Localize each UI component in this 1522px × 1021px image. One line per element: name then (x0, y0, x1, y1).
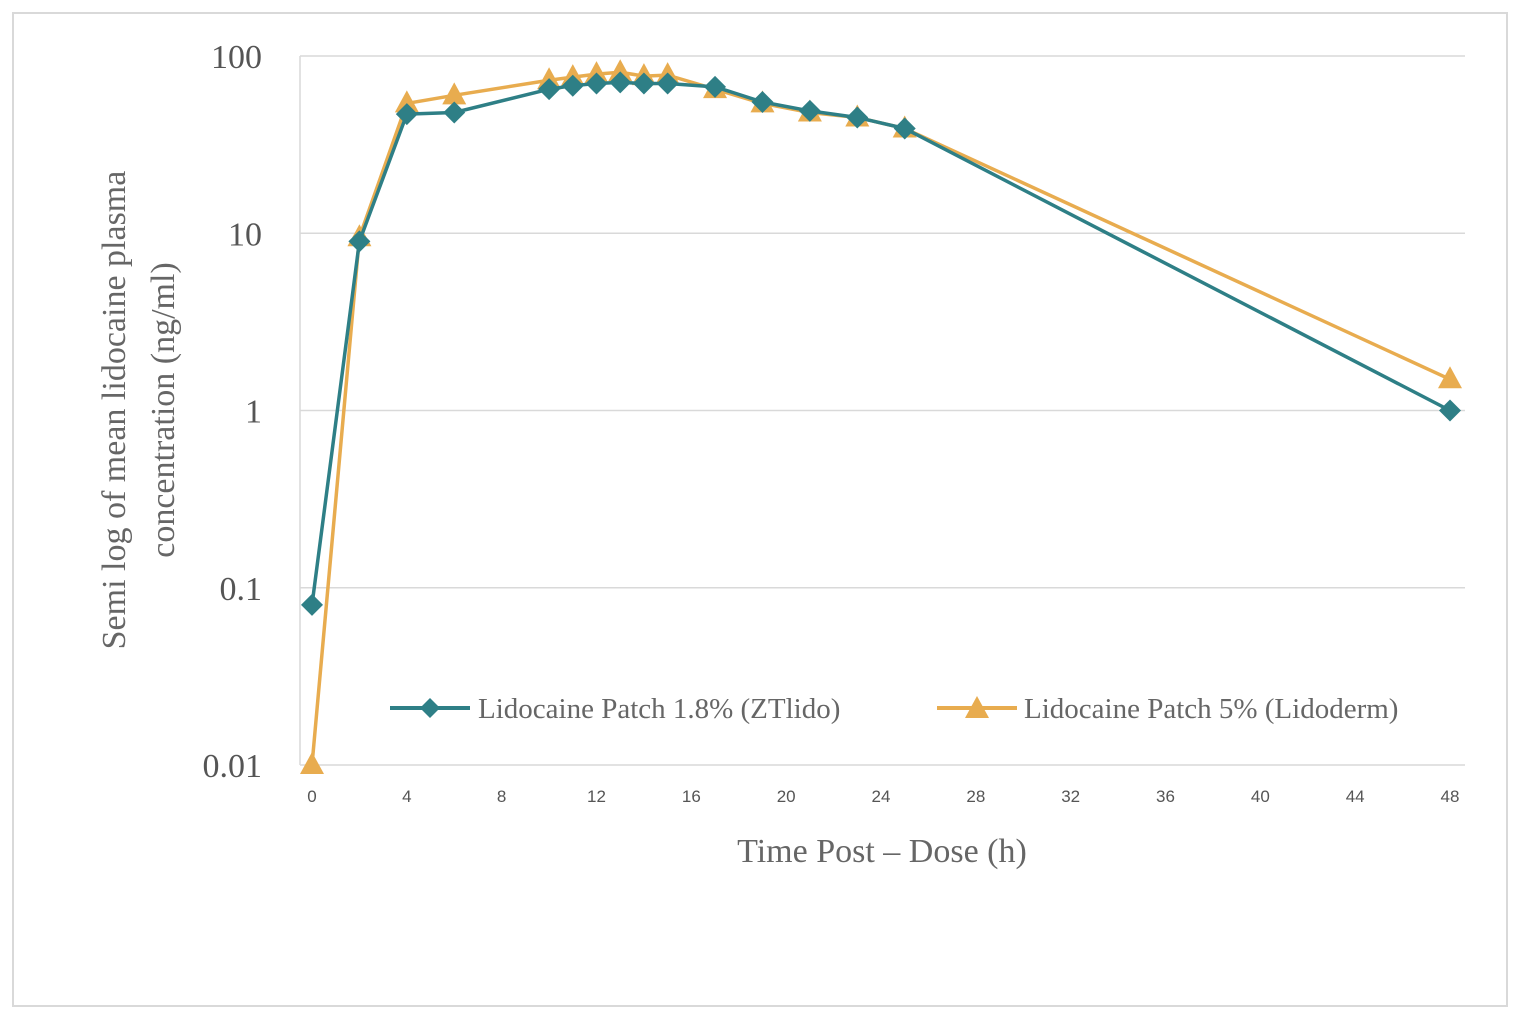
data-point-ztlido (656, 72, 679, 95)
data-point-ztlido (395, 103, 418, 126)
y-tick-label: 1 (245, 394, 262, 431)
y-tick-label: 10 (228, 216, 262, 253)
data-point-lidoderm (300, 752, 324, 774)
x-axis-label: Time Post – Dose (h) (737, 833, 1027, 870)
data-point-ztlido (609, 71, 632, 94)
legend-item-lidoderm: Lidocaine Patch 5% (Lidoderm) (937, 693, 1398, 725)
legend-triangle-marker (965, 696, 989, 718)
data-point-ztlido (1439, 399, 1461, 422)
data-point-ztlido (301, 593, 323, 616)
x-tick-label: 44 (1346, 787, 1365, 806)
data-point-lidoderm (1438, 366, 1462, 389)
legend-diamond-marker (420, 698, 440, 718)
data-point-ztlido (893, 117, 916, 140)
x-tick-label: 48 (1441, 787, 1460, 806)
series-line-lidoderm (310, 70, 1451, 766)
legend-label-ztlido: Lidocaine Patch 1.8% (ZTlido) (478, 693, 840, 725)
x-tick-label: 4 (402, 787, 411, 806)
data-point-ztlido (798, 99, 821, 122)
legend-label-lidoderm: Lidocaine Patch 5% (Lidoderm) (1024, 693, 1398, 725)
gridlines (299, 55, 1465, 766)
x-tick-label: 0 (307, 787, 316, 806)
data-point-lidoderm (584, 61, 609, 84)
data-point-ztlido (443, 101, 466, 124)
x-tick-label: 24 (872, 787, 891, 806)
data-point-lidoderm (442, 82, 467, 105)
series-group (300, 59, 1462, 774)
data-point-lidoderm (608, 59, 633, 82)
y-axis-ticks: 100 10 1 0.1 0.01 (203, 39, 263, 785)
x-axis-ticks: 0 4 8 12 16 20 24 28 32 36 40 44 48 (307, 787, 1459, 806)
y-tick-label: 0.1 (220, 571, 263, 608)
y-tick-label: 0.01 (203, 748, 263, 785)
x-tick-label: 36 (1156, 787, 1175, 806)
chart-frame (12, 12, 1508, 1007)
x-tick-label: 8 (497, 787, 506, 806)
y-axis-label-line-1: Semi log of mean lidocaine plasma (96, 171, 133, 650)
series-line-ztlido (310, 80, 1451, 606)
data-point-ztlido (348, 230, 371, 253)
legend-item-ztlido: Lidocaine Patch 1.8% (ZTlido) (390, 693, 840, 725)
x-tick-label: 20 (777, 787, 796, 806)
x-tick-label: 40 (1251, 787, 1270, 806)
y-tick-label: 100 (211, 39, 262, 76)
data-point-ztlido (561, 74, 584, 97)
data-point-ztlido (751, 91, 774, 114)
data-point-ztlido (846, 106, 869, 129)
x-tick-label: 28 (966, 787, 985, 806)
data-point-ztlido (585, 72, 608, 95)
legend: Lidocaine Patch 1.8% (ZTlido) Lidocaine … (390, 693, 1398, 725)
y-axis-label-line-2: concentration (ng/ml) (145, 262, 182, 558)
data-point-ztlido (632, 72, 655, 95)
data-point-lidoderm (394, 90, 419, 113)
data-point-ztlido (704, 75, 727, 98)
x-tick-label: 32 (1061, 787, 1080, 806)
x-tick-label: 16 (682, 787, 701, 806)
x-tick-label: 12 (587, 787, 606, 806)
data-point-ztlido (538, 78, 561, 101)
